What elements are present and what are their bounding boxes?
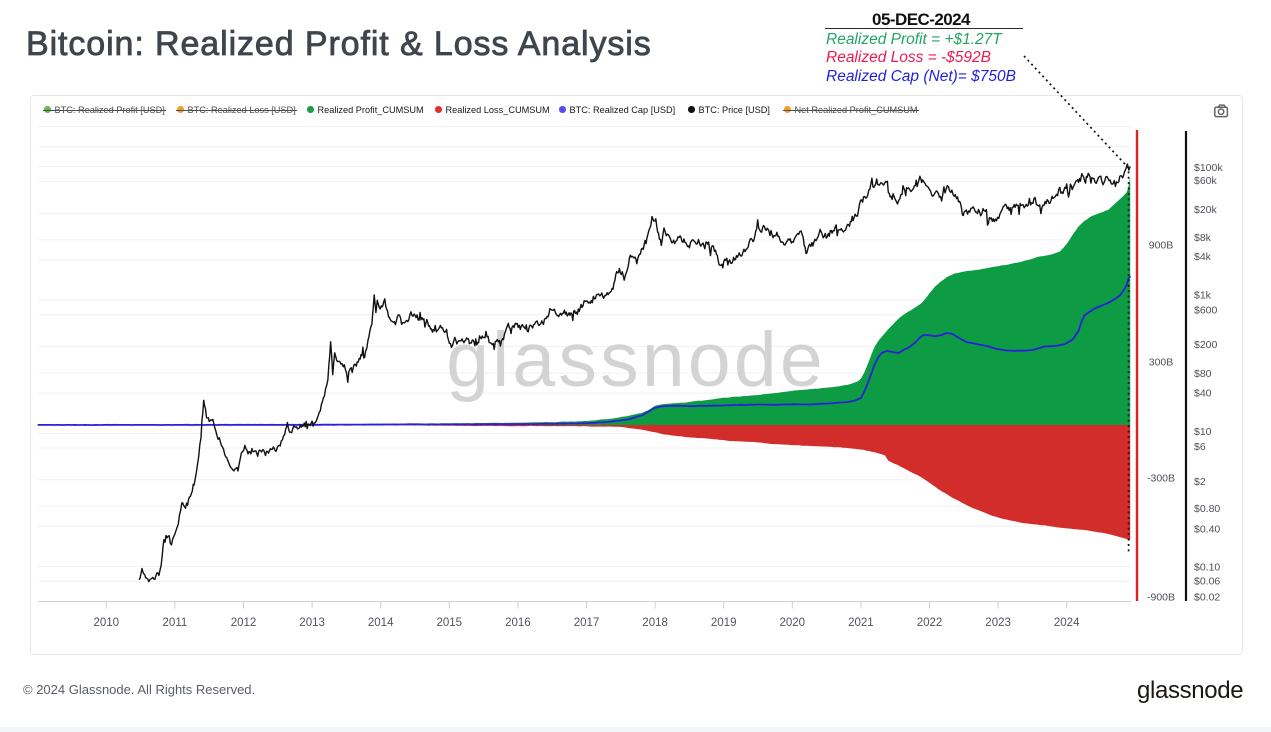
svg-text:2024: 2024 [1054, 617, 1080, 629]
svg-text:2013: 2013 [299, 617, 325, 629]
svg-text:2014: 2014 [368, 617, 394, 629]
svg-text:2017: 2017 [574, 617, 600, 629]
svg-text:$40: $40 [1194, 387, 1212, 399]
svg-text:2022: 2022 [917, 617, 943, 629]
svg-text:$0.80: $0.80 [1194, 503, 1220, 515]
svg-text:2011: 2011 [163, 617, 188, 629]
svg-text:900B: 900B [1149, 240, 1174, 252]
svg-text:$10: $10 [1194, 426, 1212, 438]
svg-text:$0.40: $0.40 [1194, 523, 1220, 535]
svg-text:-900B: -900B [1147, 591, 1175, 603]
svg-text:2021: 2021 [848, 617, 874, 629]
svg-text:2023: 2023 [985, 617, 1011, 629]
svg-text:$600: $600 [1194, 304, 1218, 316]
svg-text:2020: 2020 [780, 617, 806, 629]
svg-text:2015: 2015 [437, 617, 463, 629]
svg-text:$4k: $4k [1194, 251, 1212, 263]
svg-text:$0.06: $0.06 [1194, 576, 1220, 588]
svg-text:-300B: -300B [1147, 473, 1175, 485]
svg-text:$80: $80 [1194, 368, 1212, 380]
svg-text:2018: 2018 [642, 617, 668, 629]
svg-text:glassnode: glassnode [446, 317, 826, 403]
svg-text:$0.02: $0.02 [1194, 591, 1220, 603]
svg-text:2019: 2019 [711, 617, 737, 629]
svg-text:$20k: $20k [1194, 204, 1218, 216]
svg-text:2010: 2010 [94, 617, 120, 629]
svg-text:$60k: $60k [1194, 175, 1218, 187]
svg-text:$0.10: $0.10 [1194, 561, 1220, 573]
svg-text:300B: 300B [1149, 356, 1174, 368]
svg-text:$2: $2 [1194, 476, 1206, 488]
svg-text:$100k: $100k [1194, 162, 1223, 174]
svg-text:$200: $200 [1194, 339, 1218, 351]
svg-text:2016: 2016 [505, 617, 531, 629]
svg-text:2012: 2012 [231, 617, 257, 629]
svg-text:$6: $6 [1194, 441, 1206, 453]
svg-text:$1k: $1k [1194, 290, 1212, 302]
svg-text:$8k: $8k [1194, 232, 1212, 244]
